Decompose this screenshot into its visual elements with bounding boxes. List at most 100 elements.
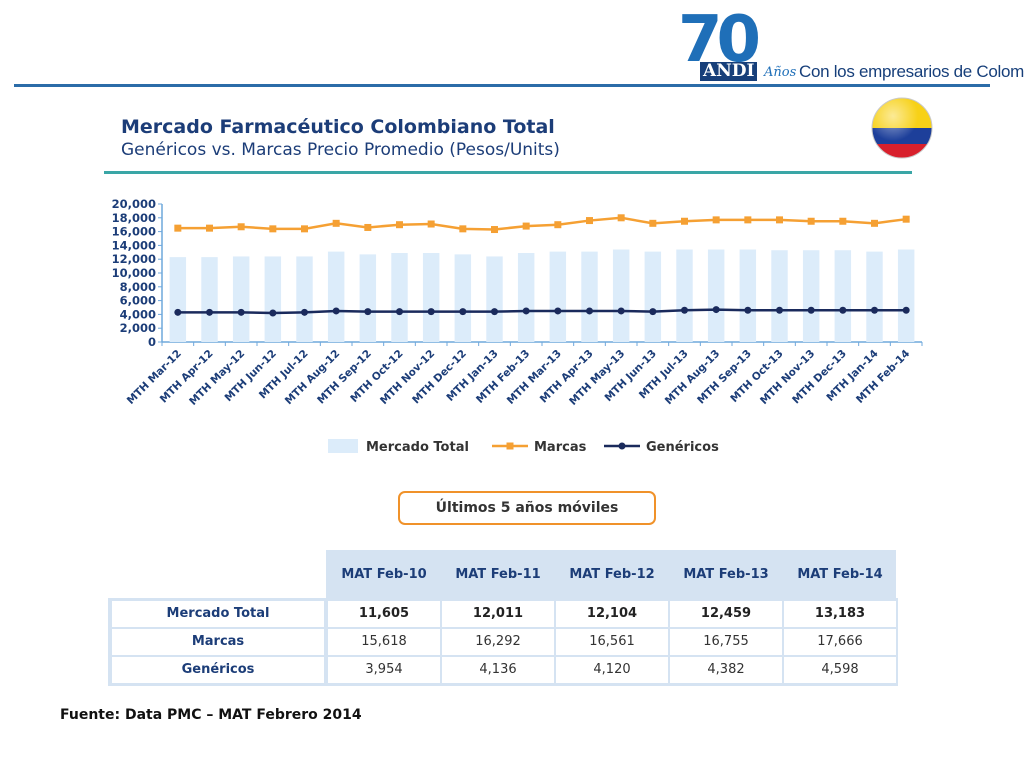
x-tick-label: MTH May-13: [567, 348, 627, 408]
table-cell: 12,459: [670, 601, 782, 627]
legend-label-marcas: Marcas: [534, 440, 587, 455]
point-marcas: [459, 225, 467, 233]
table-cell: 4,382: [670, 657, 782, 683]
point-genericos: [396, 308, 403, 316]
point-marcas: [871, 219, 878, 227]
table-row-label: Genéricos: [112, 657, 324, 683]
table-column-header: MAT Feb-12: [569, 567, 655, 582]
point-marcas: [839, 217, 847, 225]
bar-mercado-total: [676, 249, 693, 342]
table-cell: 3,954: [328, 657, 440, 683]
logo-tagline: Con los empresarios de Colombia: [799, 62, 1024, 81]
bar-mercado-total: [644, 251, 662, 342]
table-cell: 16,755: [670, 629, 782, 655]
point-genericos: [617, 307, 625, 315]
table-header-band: [326, 550, 896, 598]
point-marcas: [776, 216, 783, 224]
combo-chart: 20,00018,00016,00014,00012,00010,0008,00…: [112, 197, 923, 455]
table-cell: 4,598: [784, 657, 896, 683]
point-marcas: [269, 225, 277, 233]
bar-mercado-total: [581, 251, 598, 342]
point-genericos: [871, 306, 878, 314]
point-genericos: [649, 308, 657, 316]
point-marcas: [586, 217, 593, 225]
table-cell: 4,136: [442, 657, 554, 683]
point-marcas: [174, 224, 182, 232]
bar-mercado-total: [169, 257, 187, 342]
table-cell: 4,120: [556, 657, 668, 683]
logo-anos: Años: [764, 65, 797, 80]
x-tick-label: MTH Aug-12: [283, 348, 343, 408]
y-tick-label: 18,000: [112, 211, 156, 225]
source-note: Fuente: Data PMC – MAT Febrero 2014: [60, 707, 362, 723]
bar-mercado-total: [549, 251, 567, 342]
point-genericos: [902, 306, 910, 314]
table-cell: 11,605: [328, 601, 440, 627]
period-badge: Últimos 5 años móviles: [398, 491, 656, 525]
table-cell: 13,183: [784, 601, 896, 627]
table-cell: 16,561: [556, 629, 668, 655]
point-marcas: [744, 216, 752, 224]
page-title: Mercado Farmacéutico Colombiano Total: [121, 116, 555, 138]
bar-mercado-total: [866, 251, 883, 342]
table-cell: 17,666: [784, 629, 896, 655]
point-genericos: [174, 308, 182, 316]
point-marcas: [491, 226, 498, 234]
point-genericos: [554, 307, 562, 315]
y-tick-label: 8,000: [120, 280, 156, 294]
bar-mercado-total: [802, 250, 820, 342]
logo-70: 70: [678, 3, 761, 77]
point-genericos: [807, 306, 815, 314]
point-genericos: [586, 307, 593, 315]
point-genericos: [491, 308, 498, 316]
bar-mercado-total: [739, 249, 757, 342]
table-cell: 15,618: [328, 629, 440, 655]
point-marcas: [712, 216, 720, 224]
point-genericos: [301, 308, 308, 316]
legend-marker-marcas: [506, 442, 514, 450]
point-marcas: [807, 217, 815, 225]
summary-table: MAT Feb-10 MAT Feb-11 MAT Feb-12 MAT Feb-13…: [108, 550, 898, 686]
point-marcas: [649, 219, 657, 227]
x-tick-label: MTH Aug-13: [663, 348, 723, 408]
table-cell: 16,292: [442, 629, 554, 655]
y-tick-label: 10,000: [112, 266, 156, 280]
point-genericos: [459, 308, 467, 316]
y-tick-label: 2,000: [120, 321, 156, 335]
point-genericos: [269, 309, 277, 317]
bar-mercado-total: [201, 257, 218, 342]
y-tick-label: 4,000: [120, 307, 156, 321]
table-cell: 12,104: [556, 601, 668, 627]
andi-logo: 70 ANDI Años Con los empresarios de Colo…: [678, 3, 1024, 84]
point-genericos: [332, 307, 340, 315]
point-marcas: [522, 222, 530, 230]
point-genericos: [237, 308, 245, 316]
point-marcas: [554, 221, 562, 229]
bar-mercado-total: [897, 249, 915, 342]
point-marcas: [681, 217, 688, 225]
bar-mercado-total: [327, 251, 345, 342]
y-tick-label: 6,000: [120, 294, 156, 308]
page-subtitle: Genéricos vs. Marcas Precio Promedio (Pe…: [121, 140, 560, 160]
point-genericos: [839, 306, 847, 314]
title-divider: [104, 171, 912, 174]
bar-mercado-total: [454, 254, 472, 342]
point-marcas: [332, 219, 340, 227]
y-tick-label: 0: [148, 335, 156, 349]
point-marcas: [237, 223, 245, 231]
point-marcas: [902, 215, 910, 223]
legend-swatch-mercado-total: [328, 439, 358, 453]
table-column-header: MAT Feb-13: [683, 567, 769, 582]
point-marcas: [396, 221, 403, 229]
point-genericos: [522, 307, 530, 315]
point-genericos: [427, 308, 435, 316]
line-genericos: [177, 308, 907, 315]
y-tick-label: 14,000: [112, 238, 156, 252]
legend-label-mercado-total: Mercado Total: [366, 440, 469, 455]
table-row-label: Marcas: [112, 629, 324, 655]
point-genericos: [776, 306, 783, 314]
point-genericos: [712, 306, 720, 314]
bar-mercado-total: [517, 252, 535, 342]
table-row-label: Mercado Total: [112, 601, 324, 627]
table-column-header: MAT Feb-10: [341, 567, 427, 582]
